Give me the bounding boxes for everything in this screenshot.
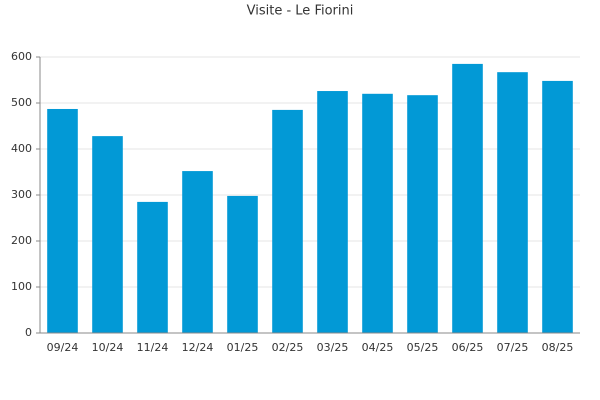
x-tick-label: 04/25 — [362, 341, 394, 354]
x-tick-label: 06/25 — [452, 341, 484, 354]
y-tick-label: 100 — [11, 280, 32, 293]
x-tick-label: 02/25 — [272, 341, 304, 354]
y-tick-label: 600 — [11, 50, 32, 63]
bar — [227, 195, 258, 333]
x-tick-label: 11/24 — [137, 341, 169, 354]
x-tick-label: 09/24 — [47, 341, 79, 354]
bar — [452, 63, 483, 334]
y-tick-label: 0 — [25, 326, 32, 339]
chart-title: Visite - Le Fiorini — [247, 4, 354, 19]
bar — [47, 108, 78, 333]
bar — [92, 136, 123, 333]
bar — [407, 95, 438, 334]
y-tick-label: 200 — [11, 234, 32, 247]
x-tick-label: 07/25 — [497, 341, 529, 354]
x-tick-label: 12/24 — [182, 341, 214, 354]
y-tick-label: 400 — [11, 142, 32, 155]
bar — [137, 201, 168, 333]
bar — [272, 109, 303, 334]
bar — [317, 91, 348, 333]
bar — [497, 72, 528, 334]
x-tick-label: 10/24 — [92, 341, 124, 354]
bar — [362, 93, 393, 333]
bar — [182, 171, 213, 333]
x-tick-label: 01/25 — [227, 341, 259, 354]
y-tick-label: 300 — [11, 188, 32, 201]
y-tick-label: 500 — [11, 96, 32, 109]
bar — [542, 80, 573, 333]
x-tick-label: 08/25 — [542, 341, 574, 354]
x-tick-label: 05/25 — [407, 341, 439, 354]
x-tick-label: 03/25 — [317, 341, 349, 354]
